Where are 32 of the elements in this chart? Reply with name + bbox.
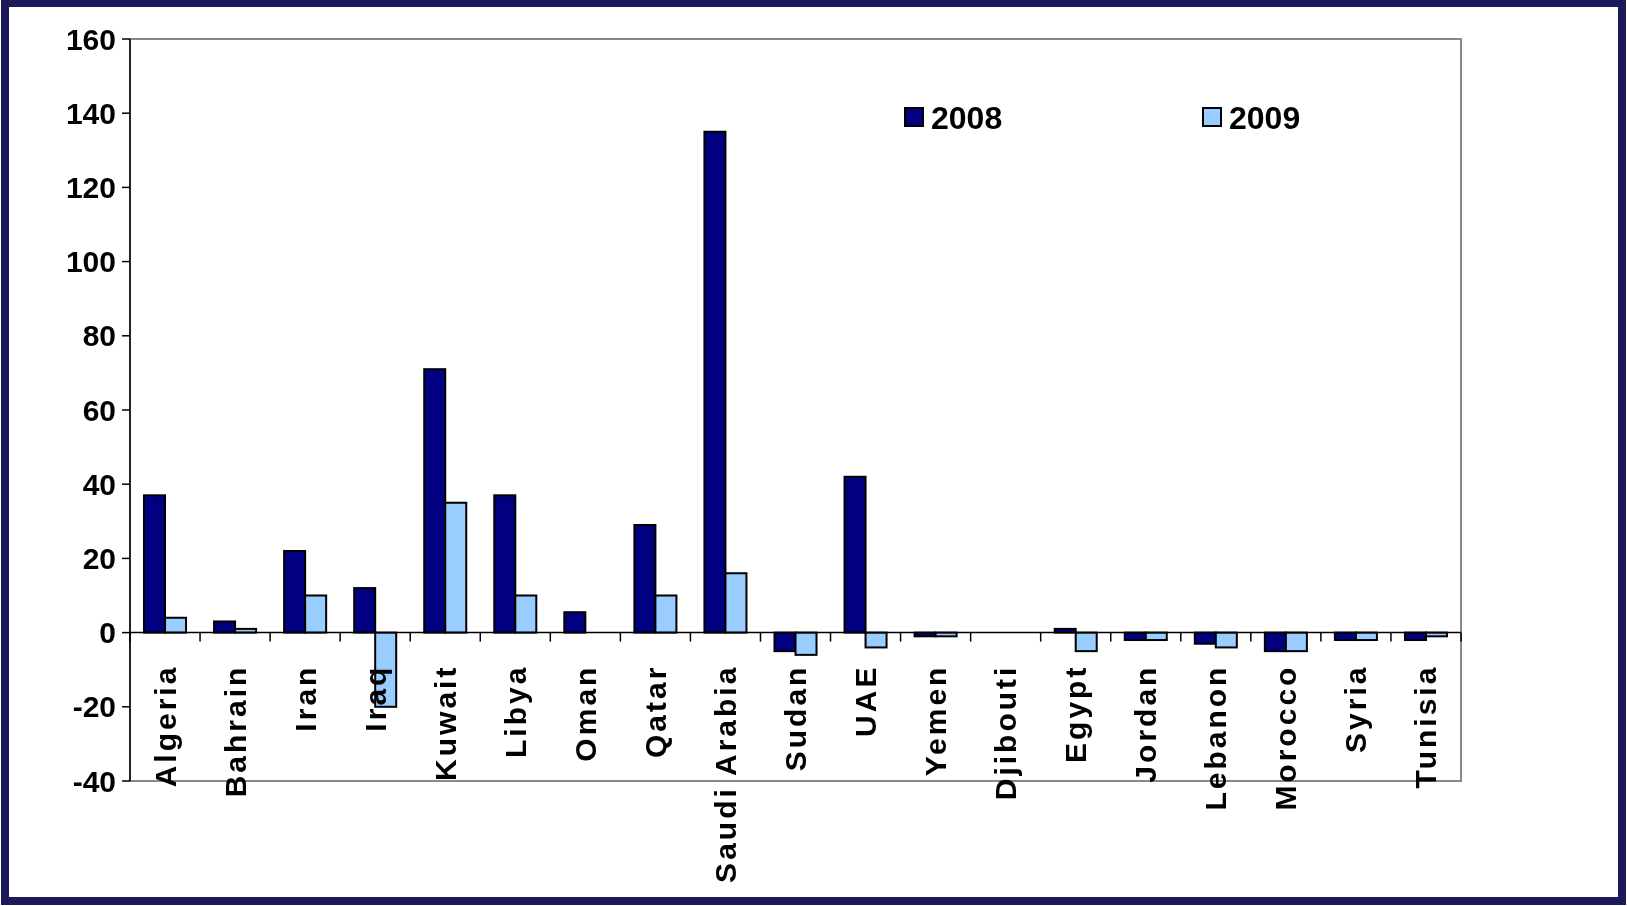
x-tick-label: Syria xyxy=(1339,664,1373,753)
x-tick-label: Libya xyxy=(498,664,532,758)
x-tick-label: Saudi Arabia xyxy=(708,664,742,883)
x-tick-label: Kuwait xyxy=(428,664,462,781)
y-tick-label: -40 xyxy=(72,764,116,798)
y-tick-label: 140 xyxy=(65,96,116,130)
x-tick-label: Yemen xyxy=(919,664,953,777)
x-tick-label: Djibouti xyxy=(989,664,1023,801)
y-tick-label: 0 xyxy=(99,616,116,650)
y-tick-label: 120 xyxy=(65,170,116,204)
x-tick-label: Egypt xyxy=(1059,664,1093,763)
x-tick-label: Bahrain xyxy=(218,664,252,798)
x-tick-label: Qatar xyxy=(638,664,672,758)
x-tick-label: Algeria xyxy=(148,664,182,788)
x-tick-label: UAE xyxy=(849,664,883,737)
x-tick-label: Lebanon xyxy=(1199,664,1233,811)
x-tick-label: Morocco xyxy=(1269,664,1303,811)
y-tick-label: 160 xyxy=(65,22,116,56)
y-tick-label: 100 xyxy=(65,245,116,279)
x-tick-label: Iran xyxy=(288,664,322,732)
y-tick-label: 40 xyxy=(82,467,116,501)
x-tick-label: Sudan xyxy=(779,664,812,772)
y-tick-label: 20 xyxy=(82,541,116,575)
y-tick-label: 80 xyxy=(82,319,116,353)
y-tick-label: 60 xyxy=(82,393,116,427)
legend-label: 2009 xyxy=(1229,100,1301,137)
x-tick-label: Oman xyxy=(568,664,602,762)
x-tick-label: Jordan xyxy=(1129,664,1163,783)
x-tick-label: Tunisia xyxy=(1409,664,1443,789)
y-tick-label: -20 xyxy=(72,690,116,724)
legend-label: 2008 xyxy=(931,100,1003,137)
x-tick-label: Iraq xyxy=(358,664,392,732)
